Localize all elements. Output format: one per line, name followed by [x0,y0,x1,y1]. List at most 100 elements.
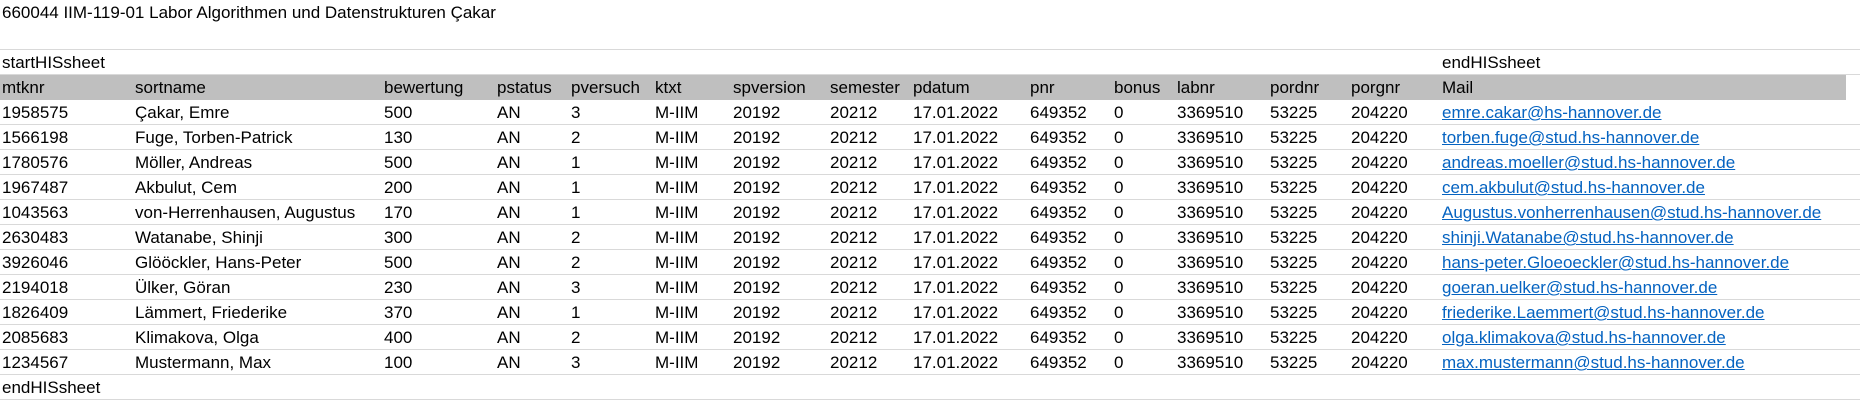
table-cell-semester[interactable]: 20212 [830,328,878,347]
table-cell-ktxt[interactable]: M-IIM [655,253,699,272]
table-cell-porgnr[interactable]: 204220 [1351,203,1408,222]
table-cell-sortname[interactable]: Mustermann, Max [135,353,272,372]
table-cell-mtknr[interactable]: 1234567 [2,353,69,372]
table-cell-ktxt[interactable]: M-IIM [655,278,699,297]
table-cell-bonus[interactable]: 0 [1114,153,1124,172]
table-cell-pdatum[interactable]: 17.01.2022 [913,303,999,322]
table-cell-pnr[interactable]: 649352 [1030,228,1087,247]
table-cell-labnr[interactable]: 3369510 [1177,128,1244,147]
table-cell-ktxt[interactable]: M-IIM [655,128,699,147]
column-header[interactable]: semester [830,78,900,97]
table-cell-pstatus[interactable]: AN [497,303,521,322]
table-cell-spversion[interactable]: 20192 [733,353,781,372]
mail-link-cell[interactable]: goeran.uelker@stud.hs-hannover.de [1442,278,1718,297]
table-cell-pnr[interactable]: 649352 [1030,178,1087,197]
column-header[interactable]: pnr [1030,78,1055,97]
table-cell-labnr[interactable]: 3369510 [1177,228,1244,247]
table-cell-sortname[interactable]: Ülker, Göran [135,278,231,297]
table-cell-pversuch[interactable]: 1 [571,178,581,197]
end-marker-bottom-cell[interactable]: endHISsheet [2,378,101,397]
table-cell-labnr[interactable]: 3369510 [1177,278,1244,297]
table-cell-pordnr[interactable]: 53225 [1270,203,1318,222]
table-cell-mtknr[interactable]: 2194018 [2,278,69,297]
table-cell-sortname[interactable]: von-Herrenhausen, Augustus [135,203,356,222]
table-cell-labnr[interactable]: 3369510 [1177,303,1244,322]
table-cell-bonus[interactable]: 0 [1114,328,1124,347]
table-cell-pdatum[interactable]: 17.01.2022 [913,153,999,172]
table-cell-pordnr[interactable]: 53225 [1270,353,1318,372]
table-cell-sortname[interactable]: Klimakova, Olga [135,328,259,347]
start-marker-cell[interactable]: startHISsheet [2,53,105,72]
table-cell-semester[interactable]: 20212 [830,253,878,272]
table-cell-bonus[interactable]: 0 [1114,228,1124,247]
table-cell-bewertung[interactable]: 500 [384,253,413,272]
table-cell-spversion[interactable]: 20192 [733,228,781,247]
table-cell-porgnr[interactable]: 204220 [1351,178,1408,197]
table-cell-bonus[interactable]: 0 [1114,203,1124,222]
table-cell-labnr[interactable]: 3369510 [1177,203,1244,222]
table-cell-semester[interactable]: 20212 [830,203,878,222]
table-cell-bewertung[interactable]: 370 [384,303,413,322]
table-cell-semester[interactable]: 20212 [830,178,878,197]
table-cell-spversion[interactable]: 20192 [733,103,781,122]
table-cell-pdatum[interactable]: 17.01.2022 [913,278,999,297]
table-cell-semester[interactable]: 20212 [830,303,878,322]
table-cell-sortname[interactable]: Çakar, Emre [135,103,230,122]
column-header[interactable]: bewertung [384,78,464,97]
table-cell-pversuch[interactable]: 2 [571,228,581,247]
table-cell-spversion[interactable]: 20192 [733,253,781,272]
table-cell-porgnr[interactable]: 204220 [1351,353,1408,372]
table-cell-ktxt[interactable]: M-IIM [655,103,699,122]
mail-link-cell[interactable]: shinji.Watanabe@stud.hs-hannover.de [1442,228,1734,247]
table-cell-mtknr[interactable]: 1780576 [2,153,69,172]
table-cell-pversuch[interactable]: 2 [571,253,581,272]
table-cell-semester[interactable]: 20212 [830,353,878,372]
table-cell-pstatus[interactable]: AN [497,228,521,247]
table-cell-pversuch[interactable]: 3 [571,353,581,372]
table-cell-semester[interactable]: 20212 [830,128,878,147]
table-cell-spversion[interactable]: 20192 [733,278,781,297]
table-cell-pdatum[interactable]: 17.01.2022 [913,328,999,347]
table-cell-porgnr[interactable]: 204220 [1351,228,1408,247]
column-header[interactable]: spversion [733,78,806,97]
table-cell-pnr[interactable]: 649352 [1030,253,1087,272]
table-cell-bewertung[interactable]: 130 [384,128,413,147]
title-cell[interactable]: 660044 IIM-119-01 Labor Algorithmen und … [2,3,496,22]
table-cell-pnr[interactable]: 649352 [1030,203,1087,222]
table-cell-pstatus[interactable]: AN [497,128,521,147]
mail-link-cell[interactable]: max.mustermann@stud.hs-hannover.de [1442,353,1745,372]
column-header[interactable]: porgnr [1351,78,1401,97]
table-cell-pordnr[interactable]: 53225 [1270,328,1318,347]
mail-link-cell[interactable]: friederike.Laemmert@stud.hs-hannover.de [1442,303,1765,322]
table-cell-sortname[interactable]: Glööckler, Hans-Peter [135,253,302,272]
table-cell-ktxt[interactable]: M-IIM [655,303,699,322]
table-cell-pstatus[interactable]: AN [497,278,521,297]
table-cell-sortname[interactable]: Möller, Andreas [135,153,253,172]
table-cell-pordnr[interactable]: 53225 [1270,178,1318,197]
table-cell-bewertung[interactable]: 500 [384,153,413,172]
table-cell-bonus[interactable]: 0 [1114,278,1124,297]
table-cell-pversuch[interactable]: 2 [571,328,581,347]
table-cell-pversuch[interactable]: 1 [571,203,581,222]
table-cell-bonus[interactable]: 0 [1114,178,1124,197]
mail-link-cell[interactable]: emre.cakar@hs-hannover.de [1442,103,1662,122]
table-cell-pnr[interactable]: 649352 [1030,303,1087,322]
table-cell-sortname[interactable]: Akbulut, Cem [135,178,238,197]
column-header[interactable]: sortname [135,78,206,97]
table-cell-bewertung[interactable]: 230 [384,278,413,297]
table-cell-pordnr[interactable]: 53225 [1270,103,1318,122]
table-cell-porgnr[interactable]: 204220 [1351,153,1408,172]
mail-link-cell[interactable]: andreas.moeller@stud.hs-hannover.de [1442,153,1736,172]
table-cell-bonus[interactable]: 0 [1114,303,1124,322]
table-cell-labnr[interactable]: 3369510 [1177,103,1244,122]
table-cell-pdatum[interactable]: 17.01.2022 [913,353,999,372]
table-cell-bewertung[interactable]: 300 [384,228,413,247]
column-header[interactable]: mtknr [2,78,45,97]
table-cell-mtknr[interactable]: 1967487 [2,178,69,197]
table-cell-spversion[interactable]: 20192 [733,153,781,172]
table-cell-mtknr[interactable]: 1958575 [2,103,69,122]
table-cell-bonus[interactable]: 0 [1114,103,1124,122]
table-cell-spversion[interactable]: 20192 [733,303,781,322]
table-cell-pstatus[interactable]: AN [497,103,521,122]
table-cell-bewertung[interactable]: 170 [384,203,413,222]
